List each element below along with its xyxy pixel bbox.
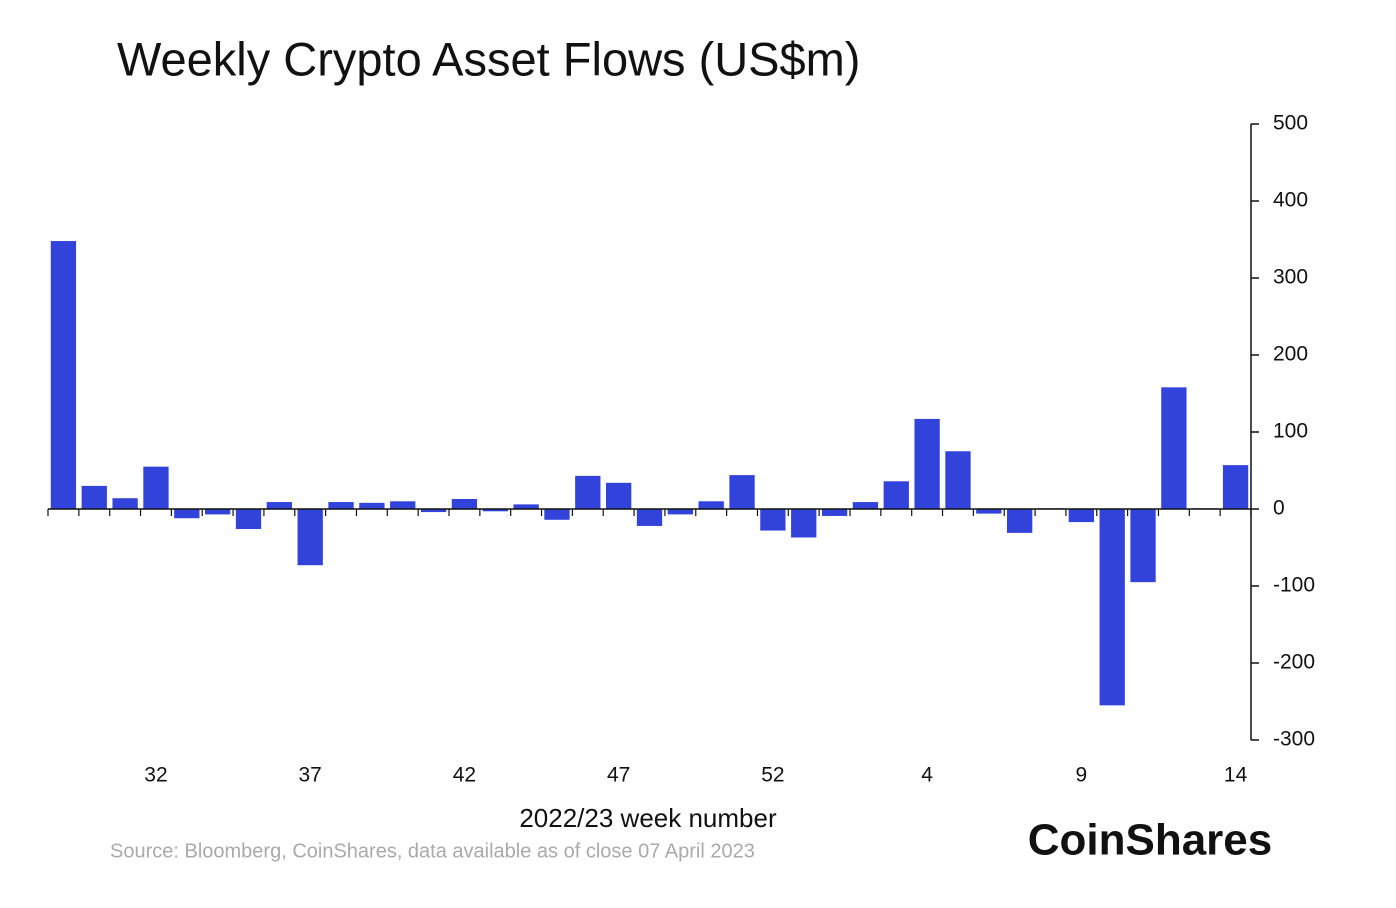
bar: [575, 475, 601, 509]
x-tick-label: 47: [607, 764, 630, 787]
bar: [451, 498, 478, 509]
bar: [513, 504, 539, 509]
y-tick-label: 200: [1273, 343, 1308, 366]
source-note: Source: Bloomberg, CoinShares, data avai…: [110, 840, 755, 862]
bar: [297, 509, 323, 566]
x-tick-label: 52: [761, 764, 784, 787]
bar: [50, 241, 77, 510]
bar: [667, 509, 693, 515]
x-axis-label: 2022/23 week number: [519, 803, 777, 833]
bar: [1068, 509, 1094, 523]
bar: [266, 502, 292, 509]
x-tick-label: 14: [1224, 764, 1248, 787]
bar: [174, 509, 200, 519]
bar: [698, 501, 724, 509]
bar: [1222, 465, 1249, 509]
bar: [729, 475, 755, 509]
bar: [791, 509, 817, 538]
chart-title: Weekly Crypto Asset Flows (US$m): [117, 32, 860, 85]
bar: [420, 509, 447, 513]
bar: [390, 501, 416, 509]
bar: [821, 509, 848, 516]
y-tick-label: 100: [1273, 420, 1308, 443]
bar: [235, 509, 262, 530]
bar: [328, 502, 354, 509]
y-tick-label: 300: [1273, 266, 1308, 289]
bar: [1099, 509, 1125, 706]
bar: [112, 498, 138, 509]
brand-logo: CoinShares: [1028, 816, 1273, 865]
y-tick-label: 400: [1273, 189, 1308, 212]
y-tick-label: -300: [1273, 728, 1315, 751]
bar: [636, 509, 663, 526]
bar: [760, 509, 786, 531]
bar: [945, 451, 971, 509]
bar: [852, 502, 879, 509]
x-tick-label: 4: [921, 764, 933, 787]
y-tick-label: -200: [1273, 651, 1315, 674]
bar: [81, 485, 107, 509]
bar: [359, 502, 385, 509]
y-tick-label: -100: [1273, 574, 1315, 597]
bar: [976, 509, 1002, 514]
x-tick-label: 32: [144, 764, 167, 787]
bar: [482, 509, 508, 512]
bar: [606, 482, 632, 509]
y-tick-label: 0: [1273, 497, 1285, 520]
x-tick-label: 37: [299, 764, 322, 787]
y-tick-label: 500: [1273, 112, 1308, 135]
bar: [143, 466, 169, 509]
x-tick-label: 9: [1076, 764, 1088, 787]
bar: [914, 418, 940, 509]
bar: [1007, 509, 1033, 533]
bar: [1161, 387, 1187, 509]
bar: [883, 481, 909, 509]
bar: [205, 509, 231, 515]
bar: [1130, 509, 1156, 583]
bar: [544, 509, 570, 520]
x-tick-label: 42: [453, 764, 476, 787]
